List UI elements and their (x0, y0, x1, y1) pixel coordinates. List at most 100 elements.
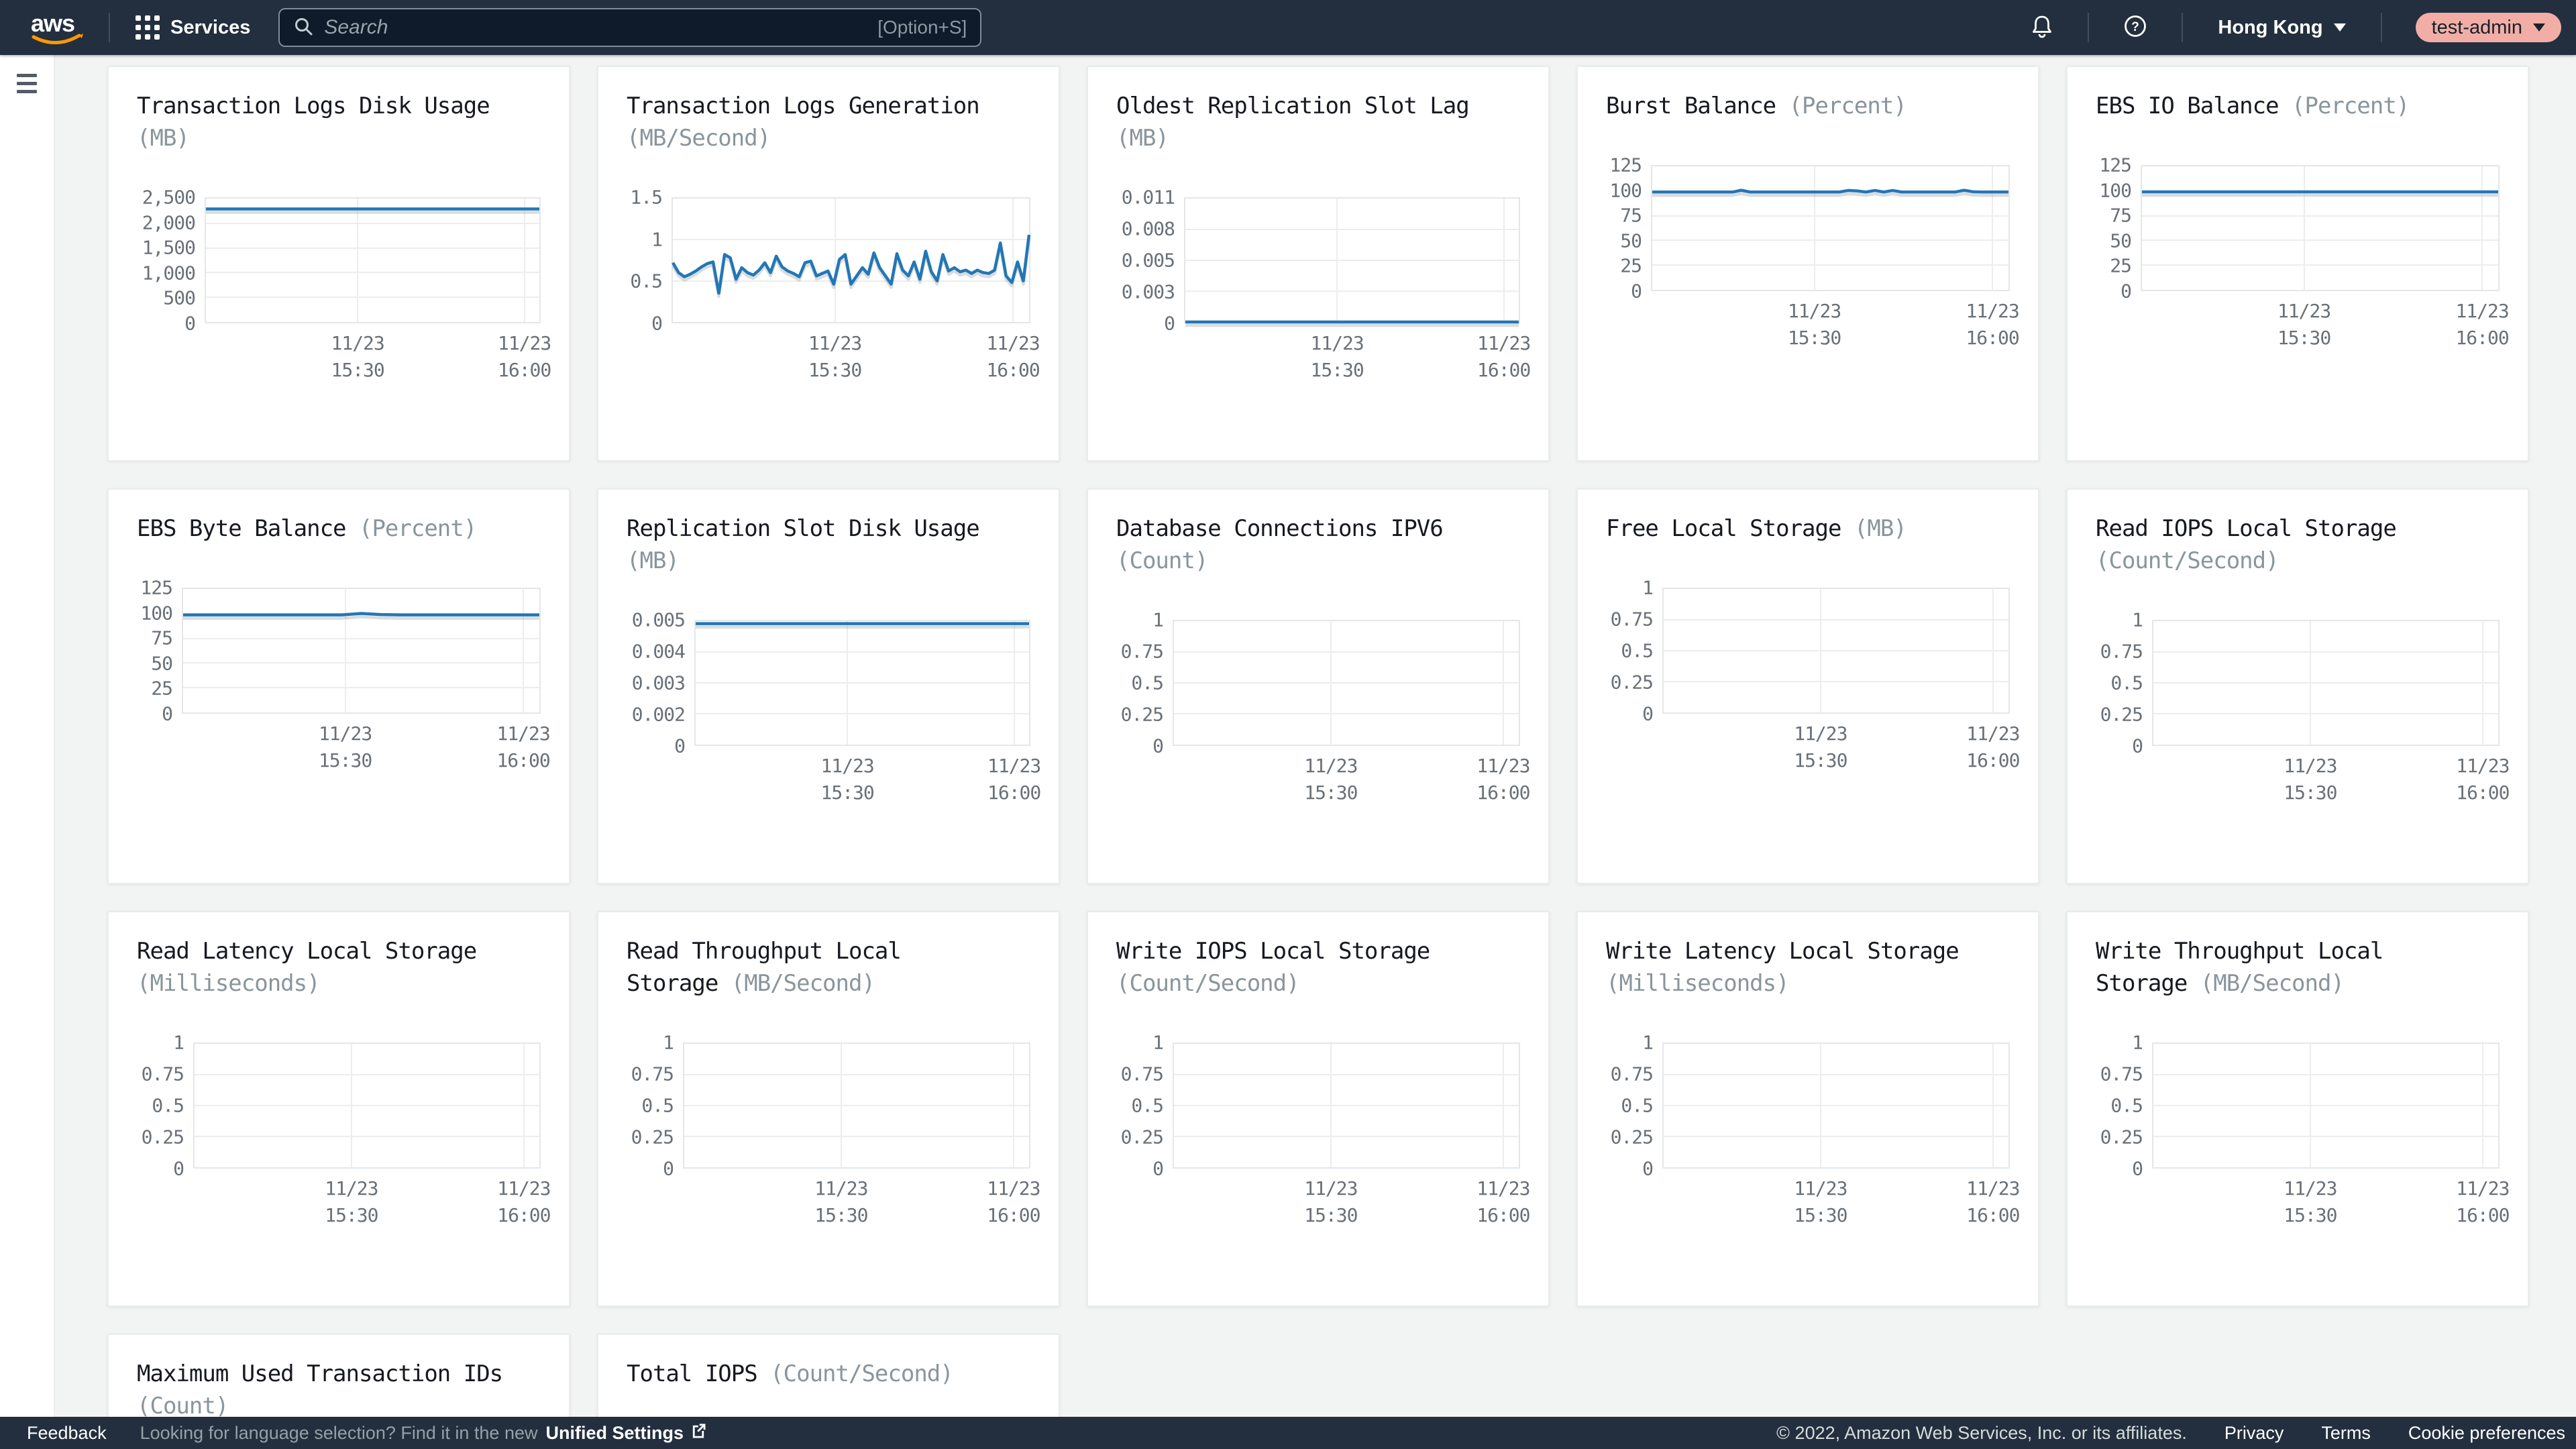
search-input[interactable] (323, 15, 869, 40)
y-tick-label: 0 (663, 1157, 674, 1180)
horizontal-gridline (673, 239, 1029, 241)
unified-settings-label: Unified Settings (545, 1422, 684, 1443)
vertical-gridline (350, 1044, 352, 1167)
y-tick-label: 0.25 (141, 1126, 184, 1148)
y-tick-label: 0.5 (1131, 1094, 1164, 1117)
y-tick-label: 50 (2110, 229, 2132, 252)
horizontal-gridline (2153, 1074, 2498, 1075)
global-search-box[interactable]: [Option+S] (278, 8, 982, 47)
metric-card[interactable]: Write Throughput Local Storage (MB/Secon… (2066, 911, 2529, 1307)
y-tick-label: 0.005 (1121, 249, 1175, 272)
metric-card[interactable]: Free Local Storage (MB) 1 0.75 0.5 0.25 0 11… (1576, 488, 2039, 884)
metric-card[interactable]: Write Latency Local Storage (Millisecond… (1576, 911, 2039, 1307)
unified-settings-link[interactable]: Unified Settings (545, 1421, 708, 1445)
metric-card[interactable]: Write IOPS Local Storage (Count/Second) … (1087, 911, 1550, 1307)
horizontal-gridline (1652, 215, 2008, 217)
metric-card[interactable]: Read IOPS Local Storage (Count/Second) 1… (2066, 488, 2529, 884)
account-menu[interactable]: test-admin (2415, 13, 2561, 42)
card-title-text: Maximum Used Transaction IDs (137, 1360, 503, 1387)
chart-plot[interactable]: 11/23 15:30 11/23 16:00 (182, 588, 551, 771)
region-selector[interactable]: Hong Kong (2200, 17, 2363, 39)
y-tick-label: 0.25 (1610, 1126, 1654, 1148)
metric-line (696, 621, 1029, 745)
collapsed-sidebar (0, 55, 55, 1417)
card-title: Read Latency Local Storage (Milliseconds… (137, 935, 541, 1000)
chart-plot[interactable]: 11/23 15:30 11/23 16:00 (1662, 588, 2021, 771)
vertical-gridline (2309, 621, 2311, 745)
metric-card[interactable]: Oldest Replication Slot Lag (MB) 0.011 0.… (1087, 66, 1550, 462)
chart-plot[interactable]: 11/23 15:30 11/23 16:00 (2152, 1042, 2510, 1226)
metric-card[interactable]: EBS Byte Balance (Percent) 125 100 75 50 25 0… (107, 488, 570, 884)
chart: 1 0.75 0.5 0.25 0 11/23 15:30 11/23 16:00 (2096, 609, 2510, 804)
vertical-gridline (1013, 621, 1015, 745)
services-menu-button[interactable]: Services (127, 10, 258, 45)
chart-plot[interactable]: 11/23 15:30 11/23 16:00 (1173, 620, 1531, 804)
metric-card[interactable]: Database Connections IPV6 (Count) 1 0.75 0… (1087, 488, 1550, 884)
y-axis-labels: 1 0.75 0.5 0.25 0 (1606, 1032, 1654, 1180)
top-bar-right-controls: ? Hong Kong test-admin (2014, 13, 2576, 42)
chart-plot[interactable]: 11/23 15:30 11/23 16:00 (1662, 1042, 2021, 1226)
chart-plot[interactable]: 11/23 15:30 11/23 16:00 (1173, 1042, 1531, 1226)
chart-plot[interactable]: 11/23 15:30 11/23 16:00 (1184, 197, 1531, 381)
metric-card[interactable]: Replication Slot Disk Usage (MB) 0.005 0.… (597, 488, 1060, 884)
x-tick-label: 11/23 15:30 (2284, 1177, 2337, 1226)
card-title: Write IOPS Local Storage (Count/Second) (1116, 935, 1520, 1000)
card-title: EBS Byte Balance (Percent) (137, 513, 541, 545)
help-button[interactable]: ? (2106, 13, 2164, 42)
y-tick-label: 0 (651, 312, 663, 335)
chart-plot[interactable]: 11/23 15:30 11/23 16:00 (2141, 165, 2510, 349)
x-tick-label: 11/23 16:00 (2455, 300, 2509, 349)
terms-link[interactable]: Terms (2321, 1422, 2371, 1443)
card-title: Write Latency Local Storage (Millisecond… (1606, 935, 2010, 1000)
card-title: Replication Slot Disk Usage (MB) (627, 513, 1030, 577)
chart-plot[interactable]: 11/23 15:30 11/23 16:00 (193, 1042, 551, 1226)
chart-plot[interactable]: 11/23 15:30 11/23 16:00 (683, 1042, 1041, 1226)
x-tick-label: 11/23 16:00 (497, 332, 551, 381)
cookie-preferences-link[interactable]: Cookie preferences (2408, 1422, 2565, 1443)
vertical-gridline (344, 589, 346, 712)
chart-plot[interactable]: 11/23 15:30 11/23 16:00 (694, 620, 1041, 804)
chart-plot[interactable]: 11/23 15:30 11/23 16:00 (205, 197, 551, 381)
card-title-unit: (Milliseconds) (1606, 970, 1789, 997)
metric-card[interactable]: Transaction Logs Generation (MB/Second) … (597, 66, 1060, 462)
card-title: Oldest Replication Slot Lag (MB) (1116, 90, 1520, 154)
privacy-link[interactable]: Privacy (2224, 1422, 2284, 1443)
metric-card[interactable]: Transaction Logs Disk Usage (MB) 2,500 2,… (107, 66, 570, 462)
card-title: Burst Balance (Percent) (1606, 90, 2010, 122)
chart-plot[interactable]: 11/23 15:30 11/23 16:00 (1651, 165, 2020, 349)
metric-card[interactable]: Read Latency Local Storage (Milliseconds… (107, 911, 570, 1307)
y-tick-label: 0.011 (1121, 186, 1175, 209)
metric-card[interactable]: Read Throughput Local Storage (MB/Second… (597, 911, 1060, 1307)
vertical-gridline (2309, 1044, 2311, 1167)
y-tick-label: 0.75 (2100, 640, 2143, 663)
horizontal-gridline (2142, 215, 2498, 217)
metric-card[interactable]: EBS IO Balance (Percent) 125 100 75 50 25 0 1… (2066, 66, 2529, 462)
metric-card[interactable]: Total IOPS (Count/Second) (597, 1334, 1060, 1417)
bell-icon (2030, 13, 2054, 42)
svg-text:aws: aws (31, 9, 74, 37)
horizontal-gridline (206, 272, 539, 274)
y-tick-label: 1,500 (142, 236, 196, 259)
x-tick-label: 11/23 16:00 (1966, 722, 2020, 771)
metric-card[interactable]: Burst Balance (Percent) 125 100 75 50 25 0 11… (1576, 66, 2039, 462)
chart-plot[interactable]: 11/23 15:30 11/23 16:00 (2152, 620, 2510, 804)
menu-toggle-button[interactable] (17, 74, 37, 93)
chart-plot[interactable]: 11/23 15:30 11/23 16:00 (672, 197, 1040, 381)
copyright-text: © 2022, Amazon Web Services, Inc. or its… (1776, 1422, 2187, 1443)
y-tick-label: 125 (2099, 154, 2132, 176)
y-axis-labels: 1 0.75 0.5 0.25 0 (1116, 1032, 1164, 1180)
vertical-gridline (2481, 1044, 2483, 1167)
horizontal-gridline (183, 687, 539, 689)
region-label: Hong Kong (2218, 16, 2323, 38)
y-tick-label: 50 (1620, 229, 1642, 252)
horizontal-gridline (1174, 1105, 1519, 1106)
notifications-button[interactable] (2014, 13, 2070, 42)
aws-logo[interactable]: aws (27, 7, 91, 48)
x-tick-label: 11/23 15:30 (2284, 755, 2337, 804)
metric-card[interactable]: Maximum Used Transaction IDs (Count) (107, 1334, 570, 1417)
x-tick-label: 11/23 15:30 (1310, 332, 1364, 381)
metric-line (673, 199, 1029, 322)
vertical-gridline (1502, 1044, 1504, 1167)
feedback-button[interactable]: Feedback (27, 1422, 107, 1443)
chart: 1 0.75 0.5 0.25 0 11/23 15:30 11/23 16:00 (137, 1032, 551, 1227)
